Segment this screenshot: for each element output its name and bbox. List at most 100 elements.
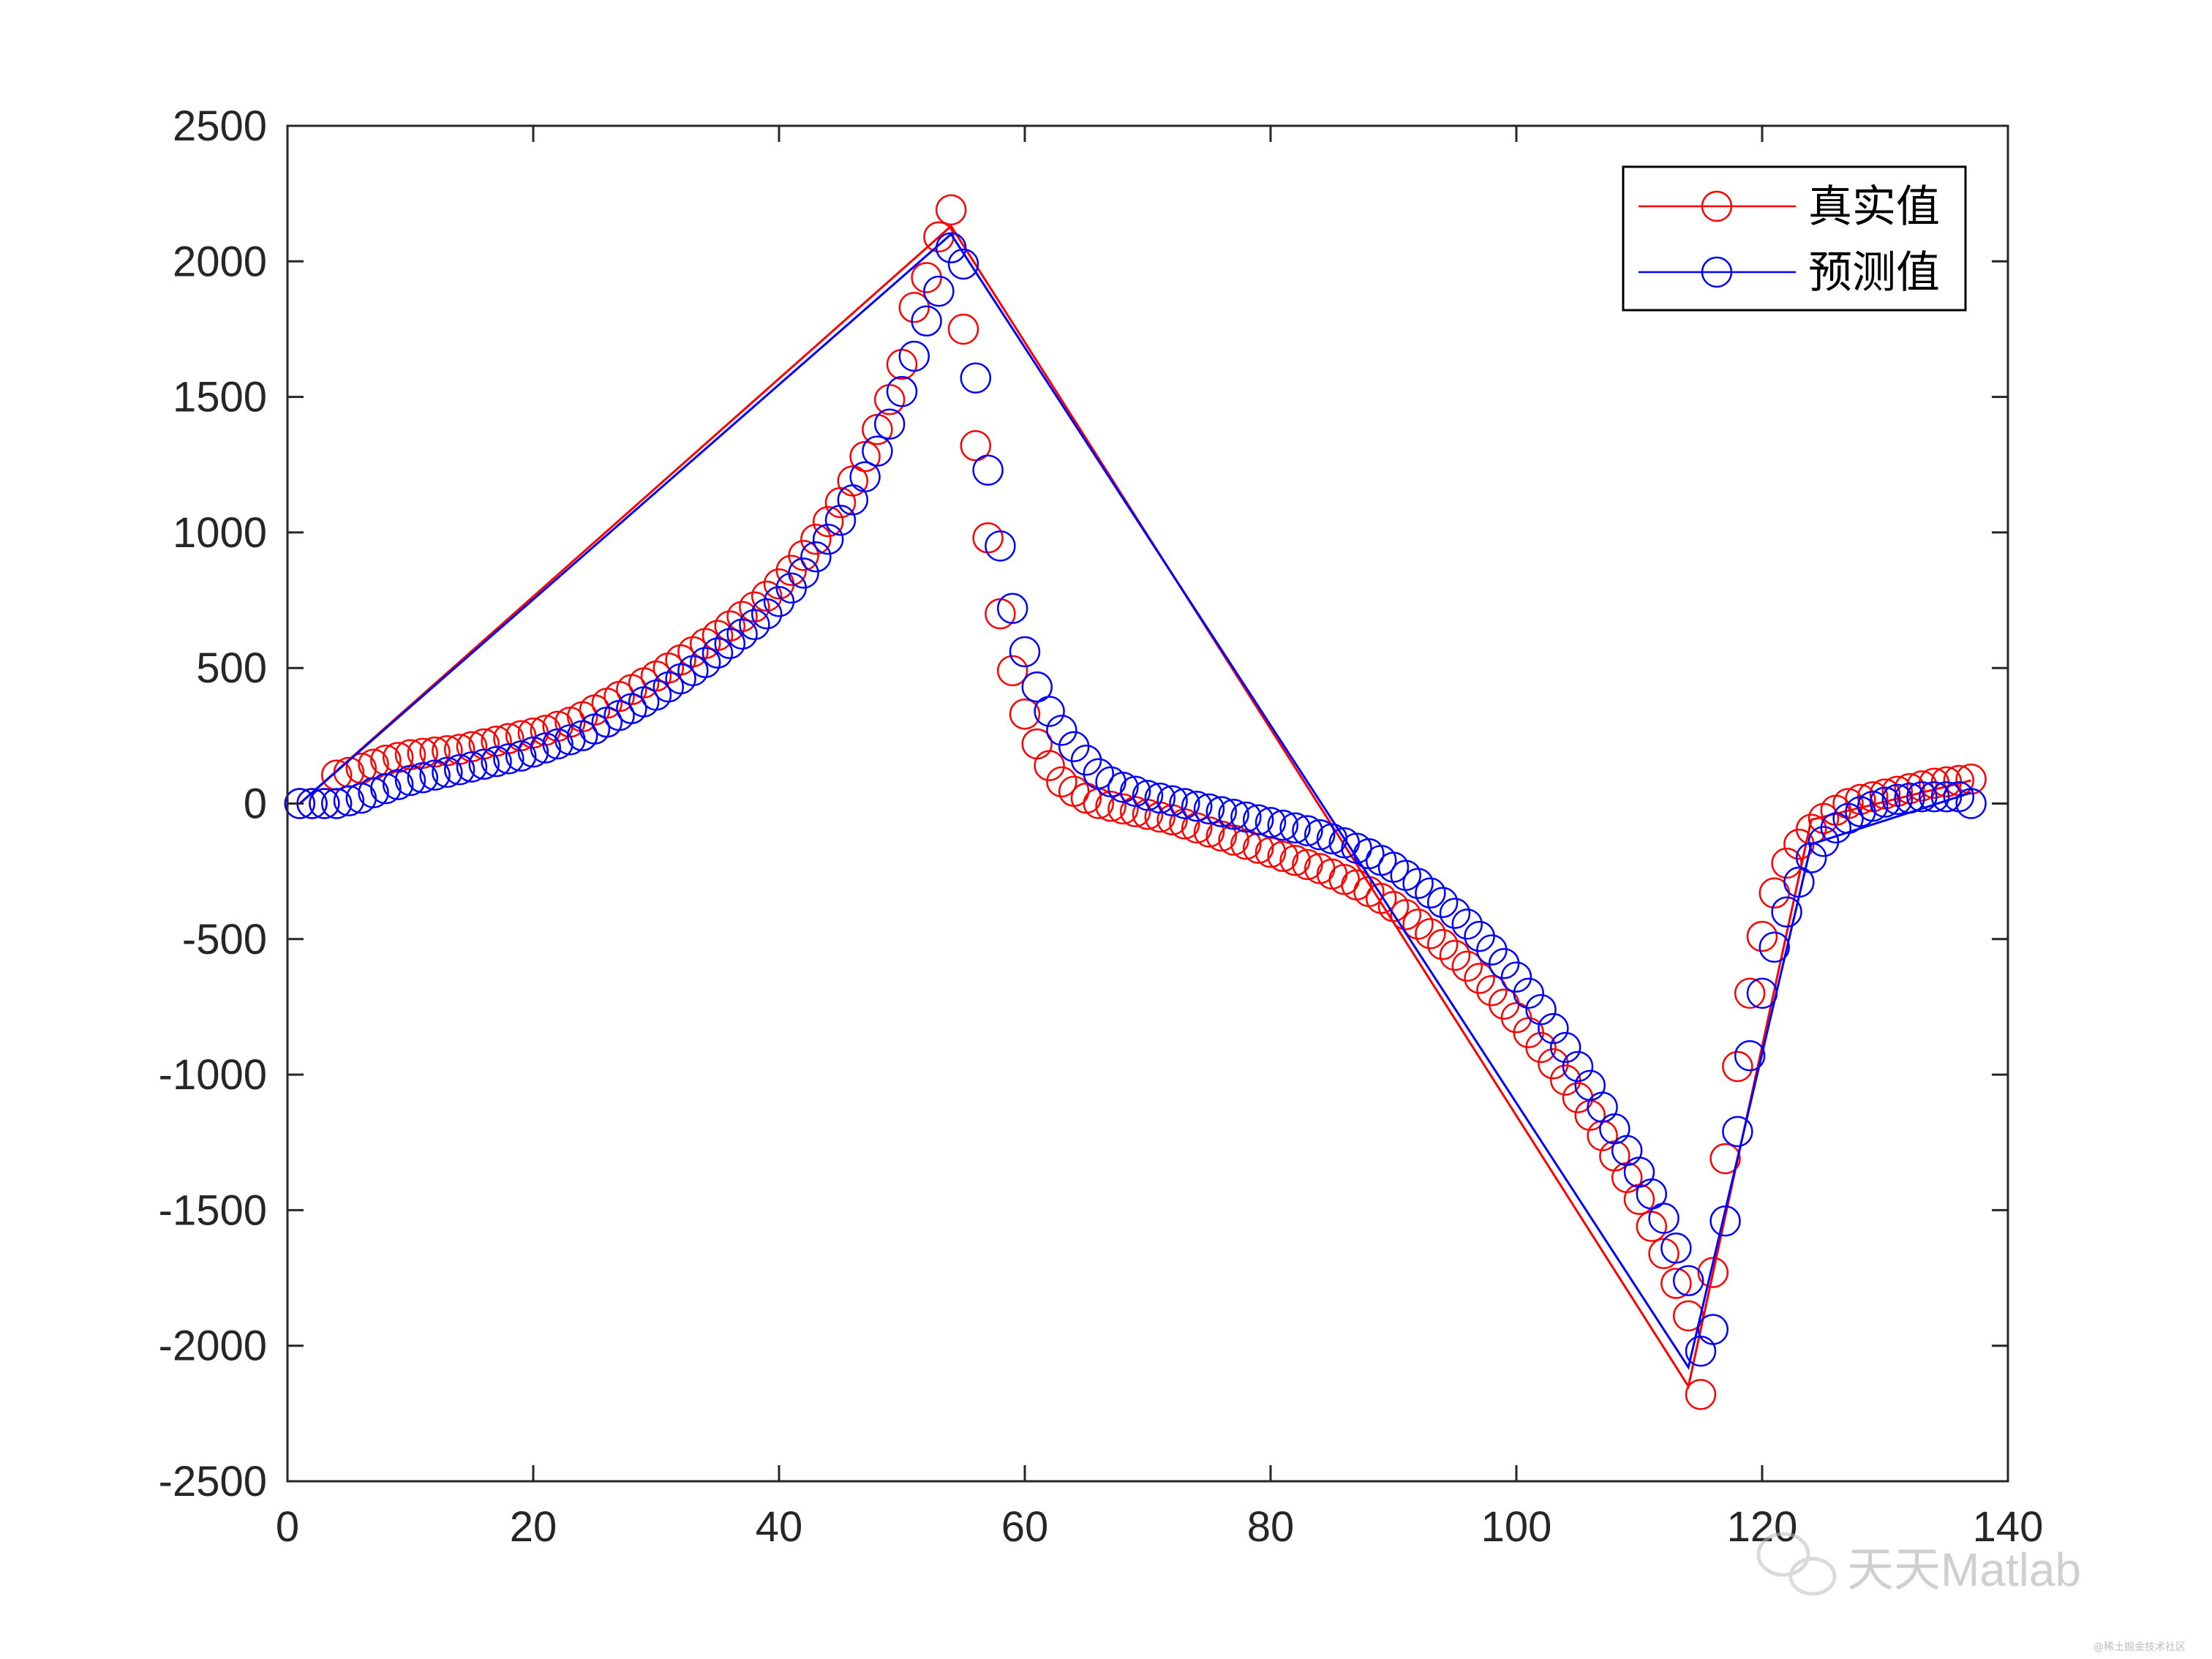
- data-point: [1132, 780, 1164, 811]
- data-point: [333, 785, 365, 817]
- y-tick-label: -1000: [159, 1051, 267, 1099]
- data-point: [1009, 636, 1041, 668]
- data-point: [996, 592, 1028, 624]
- data-point: [1119, 775, 1151, 808]
- data-point: [1451, 908, 1483, 940]
- data-point: [1856, 790, 1889, 822]
- data-point: [1415, 877, 1446, 909]
- data-point: [1513, 977, 1545, 1009]
- data-point: [1709, 1143, 1741, 1175]
- data-point: [1439, 898, 1471, 929]
- data-point: [1107, 772, 1139, 803]
- data-point: [1415, 918, 1446, 949]
- data-point: [701, 637, 734, 669]
- data-point: [1426, 887, 1459, 919]
- y-tick-label: 2000: [173, 238, 267, 285]
- data-point: [1402, 868, 1434, 900]
- data-point: [407, 762, 439, 794]
- data-point: [862, 435, 893, 467]
- data-point: [1636, 1178, 1668, 1210]
- data-point: [1869, 786, 1901, 818]
- x-tick-label: 140: [1973, 1503, 2044, 1551]
- x-tick-label: 0: [276, 1503, 299, 1551]
- data-point: [542, 728, 573, 760]
- data-point: [1193, 816, 1225, 848]
- data-point: [1771, 896, 1802, 928]
- data-point: [517, 736, 549, 768]
- data-point: [493, 743, 524, 775]
- data-point: [1648, 1203, 1679, 1234]
- data-point: [1058, 731, 1090, 762]
- y-tick-label: 1500: [173, 374, 267, 421]
- data-point: [1230, 828, 1262, 860]
- data-point: [1685, 1379, 1717, 1410]
- series-2: [284, 232, 1987, 1371]
- data-point: [505, 740, 537, 772]
- data-point: [1758, 931, 1791, 963]
- data-point: [1783, 866, 1815, 898]
- watermark-text: 天天Matlab: [1847, 1543, 2081, 1596]
- data-point: [1046, 766, 1077, 798]
- data-point: [1906, 780, 1938, 813]
- y-tick-label: 0: [244, 780, 267, 828]
- data-point: [911, 305, 942, 337]
- data-point: [394, 764, 426, 797]
- y-tick-label: 1000: [173, 509, 267, 557]
- data-point: [1549, 1031, 1581, 1064]
- data-point: [763, 586, 795, 617]
- data-point: [1525, 993, 1557, 1026]
- data-point: [1722, 1050, 1753, 1083]
- data-point: [1955, 788, 1987, 819]
- tick-labels: 0 20 40 60 80 100 120 140-2500-2000-1500-1000-5…: [159, 102, 2044, 1551]
- data-point: [358, 777, 389, 808]
- data-point: [1304, 819, 1336, 851]
- data-point: [1488, 947, 1520, 979]
- data-point: [1095, 790, 1126, 822]
- data-point: [382, 769, 414, 800]
- data-point: [996, 655, 1028, 687]
- data-point: [1918, 767, 1950, 799]
- data-point: [1820, 812, 1852, 844]
- y-tick-label: 2500: [173, 102, 267, 150]
- data-point: [1279, 812, 1311, 844]
- data-point: [1881, 783, 1914, 816]
- data-point: [898, 292, 930, 323]
- y-tick-label: -500: [182, 916, 267, 963]
- data-point: [849, 461, 881, 493]
- data-point: [1292, 815, 1323, 846]
- data-point: [1267, 840, 1299, 873]
- data-point: [800, 523, 832, 555]
- data-point: [935, 232, 967, 264]
- data-point: [1181, 812, 1213, 844]
- series-line-2: [298, 232, 1972, 1371]
- data-point: [947, 313, 979, 345]
- data-point: [1230, 801, 1262, 833]
- data-point: [714, 628, 746, 660]
- data-point: [432, 734, 463, 767]
- data-point: [985, 530, 1016, 562]
- data-point: [739, 609, 770, 641]
- data-point: [1107, 793, 1139, 825]
- data-point: [468, 748, 500, 780]
- data-point: [1439, 939, 1471, 971]
- data-point: [432, 756, 463, 789]
- data-point: [1660, 1268, 1692, 1299]
- data-point: [812, 505, 844, 538]
- data-point: [689, 647, 721, 679]
- data-point: [1697, 1257, 1729, 1288]
- data-point: [886, 375, 918, 407]
- data-point: [824, 504, 857, 536]
- data-point: [726, 618, 758, 650]
- data-point: [1156, 785, 1188, 817]
- data-point: [1279, 845, 1311, 876]
- data-point: [1144, 782, 1176, 814]
- data-point: [1464, 920, 1495, 952]
- y-tick-label: -1500: [159, 1186, 267, 1234]
- data-point: [800, 541, 832, 573]
- data-point: [1697, 1314, 1729, 1345]
- x-tick-label: 40: [756, 1503, 803, 1551]
- data-point: [1046, 715, 1077, 746]
- data-point: [1500, 961, 1532, 993]
- legend-item-pred: 预测值: [1639, 247, 1940, 298]
- data-point: [947, 248, 979, 280]
